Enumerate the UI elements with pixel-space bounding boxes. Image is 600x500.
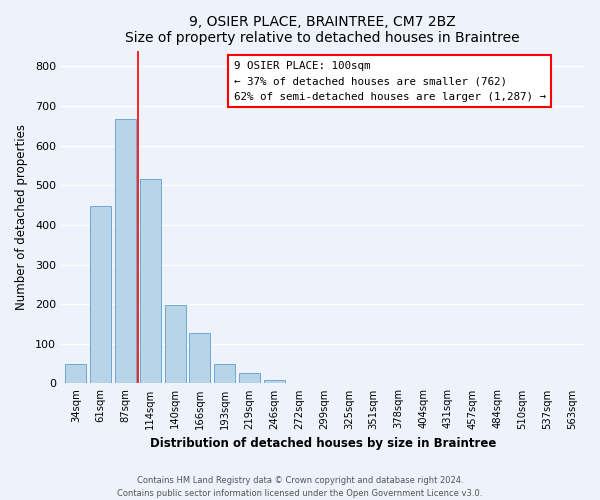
Bar bbox=[264, 380, 285, 384]
Bar bbox=[140, 180, 161, 384]
Bar bbox=[164, 306, 185, 384]
Bar bbox=[115, 118, 136, 384]
Text: 9 OSIER PLACE: 100sqm
← 37% of detached houses are smaller (762)
62% of semi-det: 9 OSIER PLACE: 100sqm ← 37% of detached … bbox=[234, 60, 546, 102]
X-axis label: Distribution of detached houses by size in Braintree: Distribution of detached houses by size … bbox=[149, 437, 496, 450]
Bar bbox=[214, 364, 235, 384]
Bar bbox=[65, 364, 86, 384]
Bar bbox=[90, 206, 111, 384]
Text: Contains HM Land Registry data © Crown copyright and database right 2024.
Contai: Contains HM Land Registry data © Crown c… bbox=[118, 476, 482, 498]
Bar bbox=[190, 332, 211, 384]
Bar bbox=[239, 372, 260, 384]
Title: 9, OSIER PLACE, BRAINTREE, CM7 2BZ
Size of property relative to detached houses : 9, OSIER PLACE, BRAINTREE, CM7 2BZ Size … bbox=[125, 15, 520, 45]
Y-axis label: Number of detached properties: Number of detached properties bbox=[15, 124, 28, 310]
